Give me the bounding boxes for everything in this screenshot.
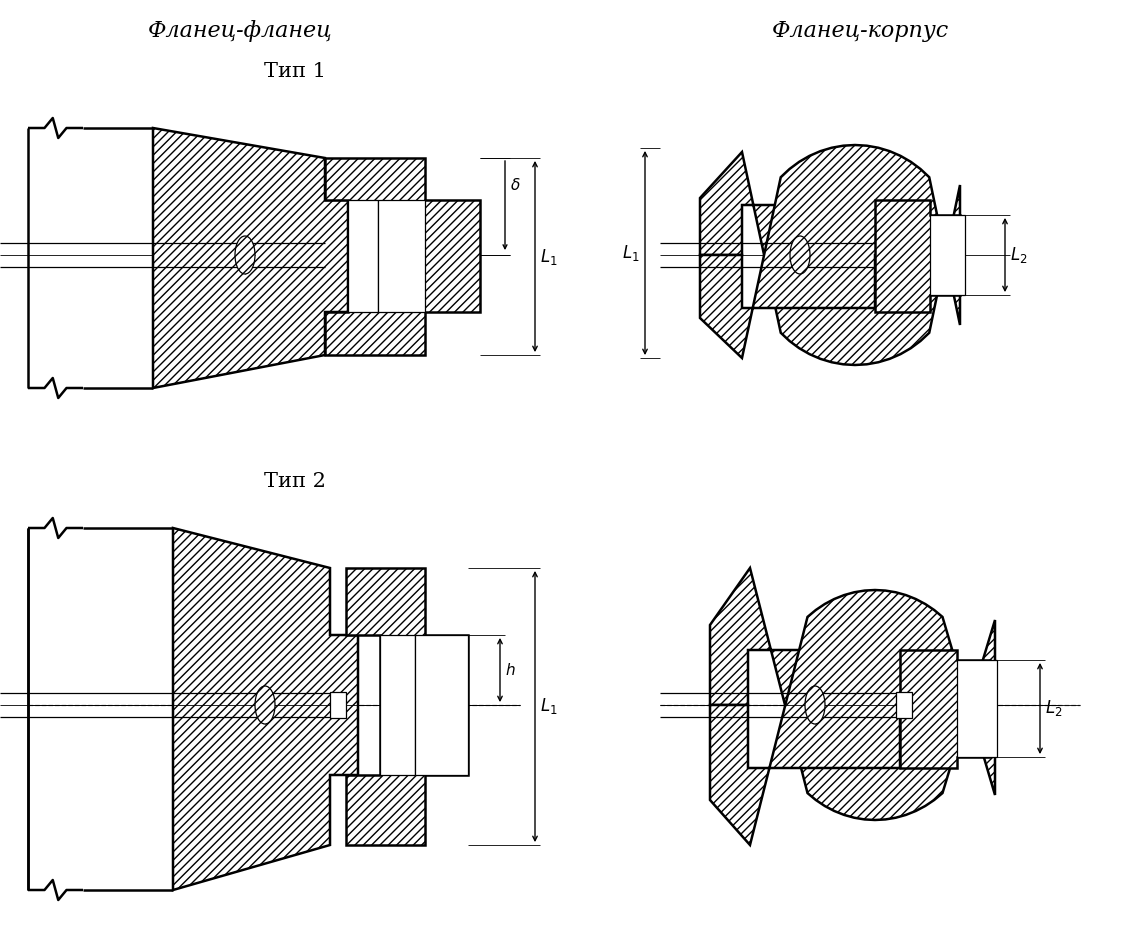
Ellipse shape <box>790 236 810 274</box>
Text: Тип 1: Тип 1 <box>264 62 326 81</box>
Text: $L_1$: $L_1$ <box>539 246 558 266</box>
Text: $L_1$: $L_1$ <box>539 696 558 717</box>
Bar <box>957 660 997 757</box>
Bar <box>379 635 415 775</box>
Polygon shape <box>710 568 996 820</box>
Bar <box>347 200 378 312</box>
Polygon shape <box>876 200 960 312</box>
Polygon shape <box>153 128 347 388</box>
Text: $L_2$: $L_2$ <box>1010 245 1028 265</box>
Polygon shape <box>173 528 358 890</box>
Text: $L_2$: $L_2$ <box>1045 699 1063 719</box>
Text: $L_1$: $L_1$ <box>622 243 640 263</box>
Text: Фланец-корпус: Фланец-корпус <box>772 20 949 42</box>
Ellipse shape <box>235 236 255 274</box>
Ellipse shape <box>255 686 275 724</box>
Bar <box>930 215 965 295</box>
Text: Фланец-фланец: Фланец-фланец <box>147 20 333 42</box>
Ellipse shape <box>805 686 825 724</box>
Text: Тип 2: Тип 2 <box>264 472 326 491</box>
Polygon shape <box>700 145 960 358</box>
Polygon shape <box>325 158 480 355</box>
Polygon shape <box>710 590 996 845</box>
Bar <box>378 200 425 312</box>
Text: $\delta$: $\delta$ <box>510 177 520 193</box>
Text: $h$: $h$ <box>505 662 515 678</box>
Polygon shape <box>900 650 990 768</box>
Polygon shape <box>700 152 960 365</box>
Bar <box>415 635 467 775</box>
Bar <box>330 692 346 718</box>
Bar <box>896 692 912 718</box>
Polygon shape <box>346 568 467 845</box>
